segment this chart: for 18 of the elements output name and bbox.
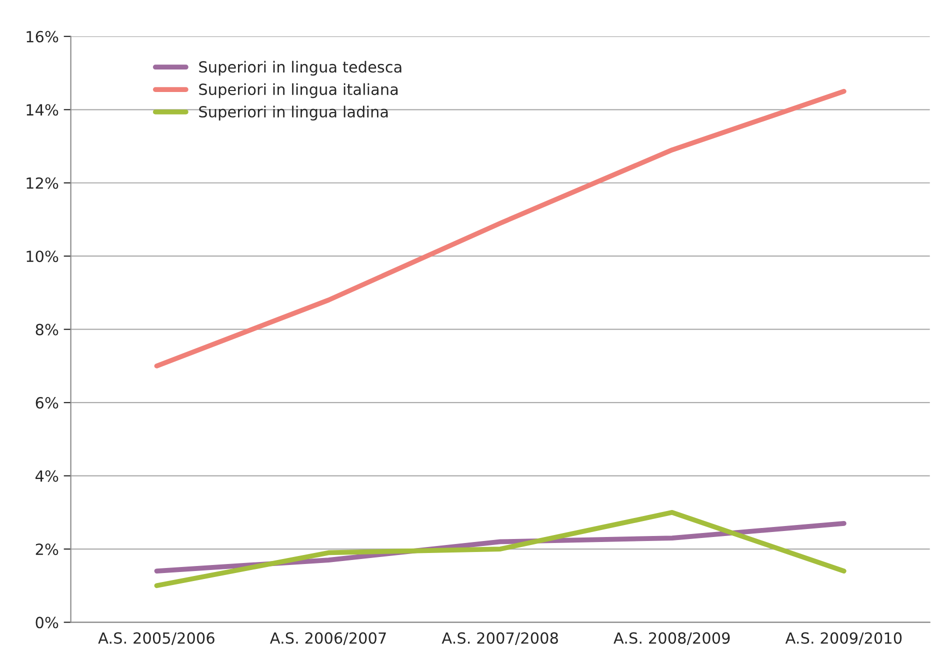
y-tick-label: 4% [36, 470, 58, 482]
y-tick-label: 2% [36, 544, 58, 556]
y-tick-label: 0% [36, 616, 58, 628]
line-series [154, 510, 846, 588]
y-tick-label: 16% [26, 30, 58, 42]
legend-label: Superiori in lingua italiana [199, 83, 398, 98]
y-tick-label: 14% [26, 104, 58, 116]
x-tick-label: A.S. 2006/2007 [270, 632, 386, 646]
legend-label: Superiori in lingua tedesca [199, 60, 402, 76]
x-tick-label: A.S. 2007/2008 [442, 632, 558, 646]
legend-label: Superiori in lingua ladina [199, 106, 388, 120]
y-tick-label: 12% [26, 177, 58, 189]
x-tick-label: A.S. 2009/2010 [785, 632, 902, 646]
x-tick-label: A.S. 2008/2009 [614, 632, 730, 646]
y-tick-label: 8% [36, 324, 58, 336]
y-tick-label: 6% [36, 397, 58, 409]
y-tick-label: 10% [26, 250, 58, 262]
x-tick-label: A.S. 2005/2006 [98, 632, 214, 646]
